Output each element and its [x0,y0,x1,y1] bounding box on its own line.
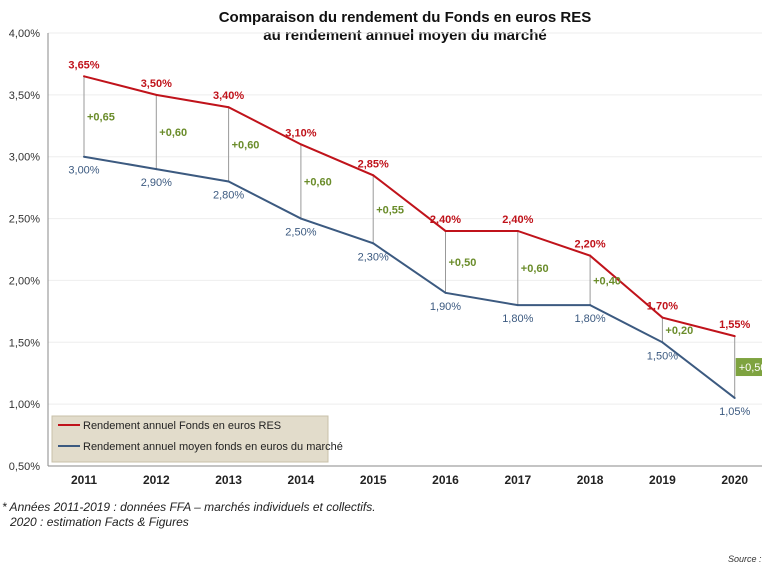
difference-label: +0,60 [304,176,332,188]
res-point [444,229,447,232]
y-tick-label: 1,50% [9,337,40,349]
res-value-label: 3,40% [213,90,244,102]
market-point [227,180,230,183]
res-point [516,229,519,232]
market-value-label: 2,30% [358,251,389,263]
chart-title-line2: au rendement annuel moyen du marché [263,27,546,44]
difference-label: +0,60 [521,263,549,275]
market-value-label: 1,80% [574,313,605,325]
res-value-label: 3,50% [141,78,172,90]
market-point [516,304,519,307]
res-point [372,174,375,177]
res-value-label: 2,40% [502,214,533,226]
res-value-label: 2,85% [358,158,389,170]
market-value-label: 2,50% [285,227,316,239]
x-tick-label: 2016 [432,473,459,487]
market-point [733,396,736,399]
res-value-label: 3,10% [285,127,316,139]
difference-label: +0,55 [376,204,404,216]
market-value-label: 2,80% [213,189,244,201]
res-value-label: 1,55% [719,319,750,331]
x-tick-label: 2019 [649,473,676,487]
chart-title-line1: Comparaison du rendement du Fonds en eur… [219,9,592,26]
res-point [589,254,592,257]
difference-label: +0,65 [87,112,115,124]
x-tick-label: 2020 [721,473,748,487]
y-tick-label: 2,00% [9,275,40,287]
x-tick-label: 2013 [215,473,242,487]
market-point [83,155,85,158]
market-line [83,155,736,399]
y-tick-label: 0,50% [9,461,40,473]
footnote-line2: 2020 : estimation Facts & Figures [10,515,189,529]
legend-box [51,415,329,463]
y-tick-label: 4,00% [9,28,40,40]
y-tick-label: 3,00% [9,152,40,164]
market-point [661,341,664,344]
difference-label: +0,40 [593,275,621,287]
res-value-label: 2,20% [574,239,605,251]
difference-label: +0,50 [739,362,762,374]
res-point [227,106,230,109]
legend-label-res: Rendement annuel Fonds en euros RES [83,420,281,432]
legend: Rendement annuel Fonds en euros RES Rend… [51,415,343,463]
market-value-label: 2,90% [141,177,172,189]
market-value-label: 1,05% [719,406,750,418]
difference-highlight [735,358,762,377]
x-tick-label: 2017 [504,473,531,487]
difference-label: +0,50 [449,257,477,269]
res-point [661,316,664,319]
source-label: Source : [728,554,762,564]
x-tick-label: 2015 [360,473,387,487]
difference-label: +0,60 [159,127,187,139]
y-tick-label: 1,00% [9,399,40,411]
res-value-label: 1,70% [647,301,678,313]
x-tick-label: 2014 [288,473,315,487]
x-tick-label: 2011 [71,473,97,487]
difference-label: +0,20 [665,325,693,337]
footnote-line1: * Années 2011-2019 : données FFA – march… [2,500,376,514]
res-point [155,93,158,96]
market-point [589,304,592,307]
x-tick-label: 2018 [577,473,604,487]
market-point [444,291,447,294]
difference-label: +0,60 [232,139,260,151]
res-point [83,75,85,78]
y-tick-label: 2,50% [9,214,40,226]
x-tick-label: 2012 [143,473,170,487]
res-value-label: 3,65% [68,59,99,71]
res-point [733,335,736,338]
legend-label-market: Rendement annuel moyen fonds en euros du… [83,441,343,453]
market-value-label: 1,50% [647,350,678,362]
market-point [372,242,375,245]
y-tick-label: 3,50% [9,90,40,102]
market-point [155,168,158,171]
res-point [299,143,302,146]
market-point [299,217,302,220]
res-line [83,75,735,338]
res-value-label: 2,40% [430,214,461,226]
market-value-label: 3,00% [68,165,99,177]
market-value-label: 1,80% [502,313,533,325]
market-value-label: 1,90% [430,301,461,313]
